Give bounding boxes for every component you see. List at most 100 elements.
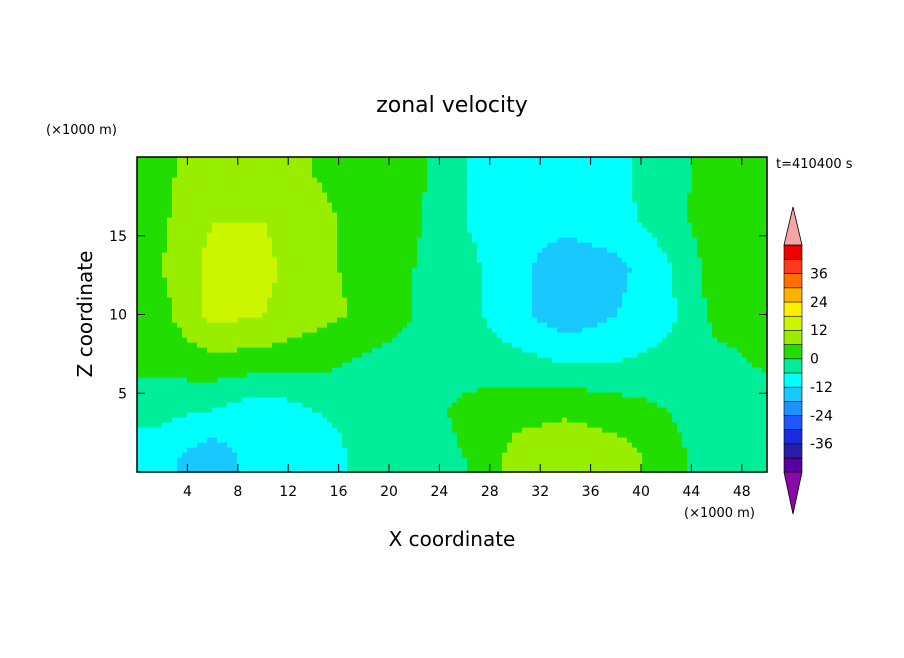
heatmap-cell xyxy=(607,367,613,373)
heatmap-cell xyxy=(597,427,603,433)
heatmap-cell xyxy=(252,327,258,333)
heatmap-cell xyxy=(277,397,283,403)
heatmap-cell xyxy=(152,297,158,303)
heatmap-cell xyxy=(142,287,148,293)
heatmap-cell xyxy=(582,297,588,303)
heatmap-cell xyxy=(692,442,698,448)
heatmap-cell xyxy=(467,347,473,353)
heatmap-cell xyxy=(137,432,143,438)
heatmap-cell xyxy=(517,342,523,348)
heatmap-cell xyxy=(747,327,753,333)
heatmap-cell xyxy=(427,357,433,363)
heatmap-cell xyxy=(552,457,558,463)
heatmap-cell xyxy=(387,407,393,413)
heatmap-cell xyxy=(197,377,203,383)
heatmap-cell xyxy=(497,287,503,293)
heatmap-cell xyxy=(552,282,558,288)
heatmap-cell xyxy=(357,422,363,428)
heatmap-cell xyxy=(577,322,583,328)
heatmap-cell xyxy=(307,302,313,308)
heatmap-cell xyxy=(257,427,263,433)
heatmap-cell xyxy=(272,272,278,278)
heatmap-cell xyxy=(697,357,703,363)
heatmap-cell xyxy=(182,377,188,383)
heatmap-cell xyxy=(687,277,693,283)
heatmap-cell xyxy=(507,272,513,278)
heatmap-cell xyxy=(312,317,318,323)
heatmap-cell xyxy=(397,392,403,398)
heatmap-cell xyxy=(152,452,158,458)
heatmap-cell xyxy=(422,452,428,458)
heatmap-cell xyxy=(262,322,268,328)
heatmap-cell xyxy=(687,332,693,338)
heatmap-cell xyxy=(367,332,373,338)
heatmap-cell xyxy=(467,317,473,323)
heatmap-cell xyxy=(197,277,203,283)
heatmap-cell xyxy=(757,387,763,393)
heatmap-cell xyxy=(162,287,168,293)
heatmap-cell xyxy=(617,412,623,418)
heatmap-cell xyxy=(192,382,198,388)
heatmap-cell xyxy=(622,462,628,468)
heatmap-cell xyxy=(612,427,618,433)
heatmap-cell xyxy=(607,387,613,393)
heatmap-cell xyxy=(487,447,493,453)
heatmap-cell xyxy=(482,452,488,458)
heatmap-cell xyxy=(482,342,488,348)
heatmap-cell xyxy=(737,322,743,328)
heatmap-cell xyxy=(737,347,743,353)
heatmap-cell xyxy=(537,372,543,378)
heatmap-cell xyxy=(622,362,628,368)
heatmap-cell xyxy=(382,397,388,403)
heatmap-cell xyxy=(377,307,383,313)
heatmap-cell xyxy=(187,402,193,408)
heatmap-cell xyxy=(142,307,148,313)
heatmap-cell xyxy=(157,397,163,403)
heatmap-cell xyxy=(222,427,228,433)
heatmap-cell xyxy=(392,437,398,443)
heatmap-cell xyxy=(632,432,638,438)
heatmap-cell xyxy=(632,287,638,293)
heatmap-cell xyxy=(507,442,513,448)
heatmap-cell xyxy=(677,277,683,283)
heatmap-cell xyxy=(402,337,408,343)
heatmap-cell xyxy=(497,372,503,378)
heatmap-cell xyxy=(397,432,403,438)
heatmap-cell xyxy=(512,447,518,453)
heatmap-cell xyxy=(362,402,368,408)
heatmap-cell xyxy=(517,447,523,453)
heatmap-cell xyxy=(712,312,718,318)
heatmap-cell xyxy=(727,367,733,373)
heatmap-cell xyxy=(722,377,728,383)
heatmap-cell xyxy=(222,407,228,413)
heatmap-cell xyxy=(647,427,653,433)
heatmap-cell xyxy=(612,297,618,303)
heatmap-cell xyxy=(672,427,678,433)
heatmap-cell xyxy=(622,367,628,373)
heatmap-cell xyxy=(317,312,323,318)
heatmap-cell xyxy=(237,412,243,418)
heatmap-cell xyxy=(242,457,248,463)
heatmap-cell xyxy=(242,307,248,313)
heatmap-cell xyxy=(157,277,163,283)
heatmap-cell xyxy=(742,362,748,368)
heatmap-cell xyxy=(142,422,148,428)
heatmap-cell xyxy=(572,417,578,423)
heatmap-cell xyxy=(522,297,528,303)
heatmap-cell xyxy=(707,362,713,368)
heatmap-cell xyxy=(627,422,633,428)
heatmap-cell xyxy=(697,372,703,378)
heatmap-cell xyxy=(157,367,163,373)
heatmap-cell xyxy=(582,312,588,318)
heatmap-cell xyxy=(387,337,393,343)
heatmap-cell xyxy=(142,332,148,338)
heatmap-cell xyxy=(647,437,653,443)
heatmap-cell xyxy=(347,292,353,298)
heatmap-cell xyxy=(447,382,453,388)
heatmap-cell xyxy=(402,327,408,333)
heatmap-cell xyxy=(702,437,708,443)
heatmap-cell xyxy=(317,357,323,363)
heatmap-cell xyxy=(407,422,413,428)
heatmap-cell xyxy=(572,442,578,448)
heatmap-cell xyxy=(557,352,563,358)
